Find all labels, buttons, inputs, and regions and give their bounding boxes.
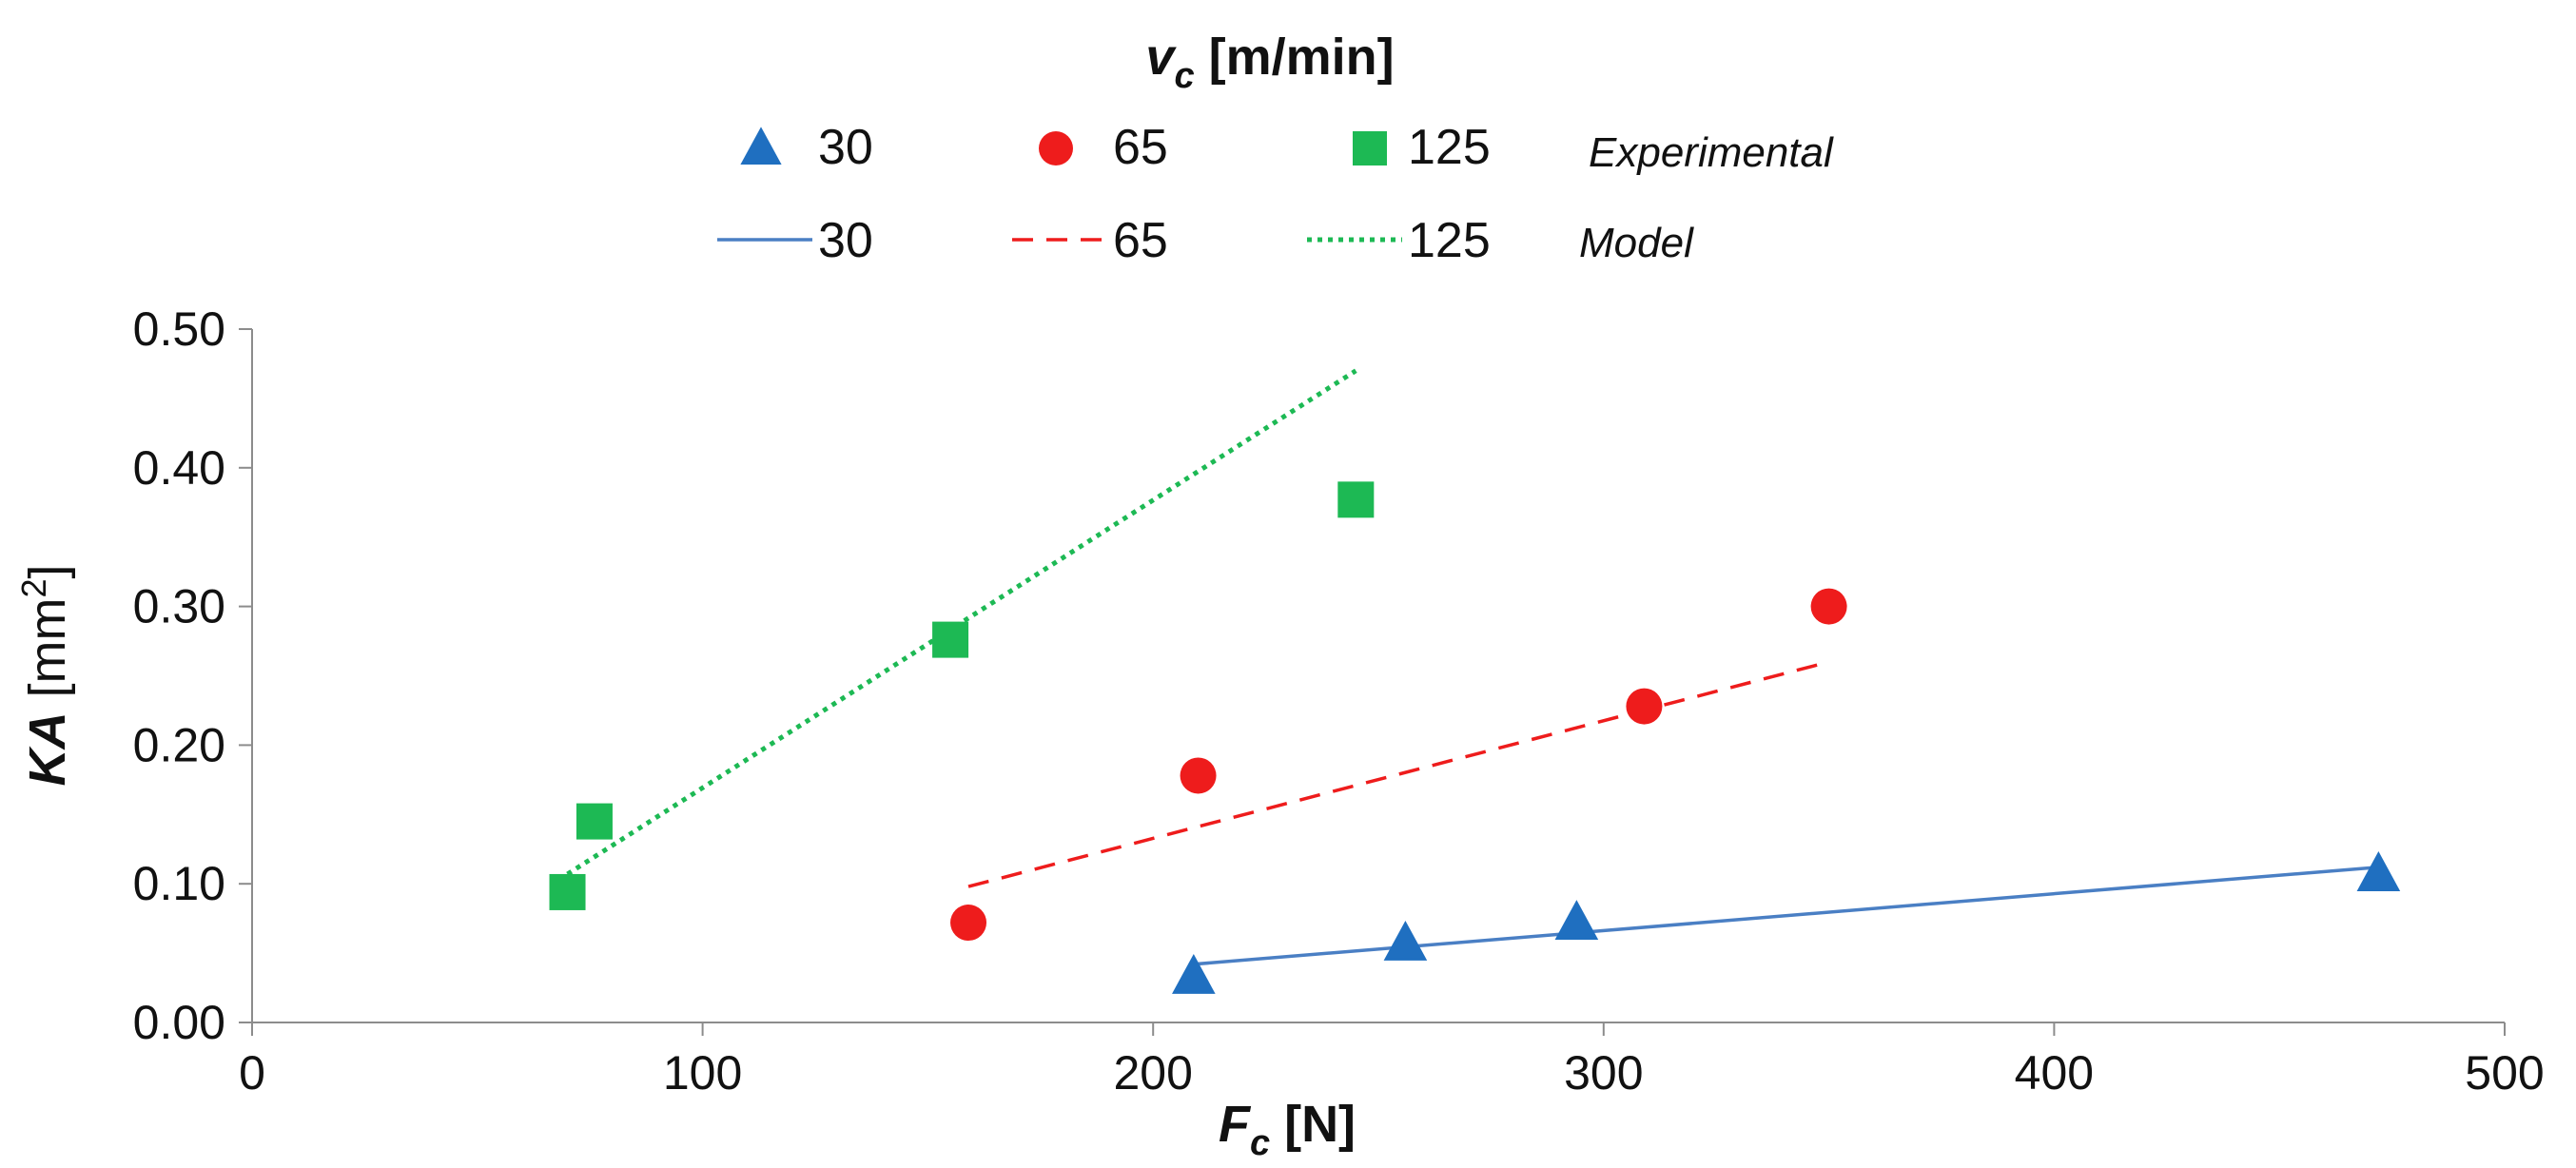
legend-caption-experimental: Experimental: [1589, 129, 1834, 176]
data-point-65: [1810, 588, 1847, 625]
data-point-65: [1626, 688, 1663, 725]
model-line-65: [967, 660, 1830, 888]
legend-label-experimental-30: 30: [818, 120, 873, 175]
data-point-125: [932, 621, 969, 658]
legend-caption-model: Model: [1579, 220, 1694, 266]
y-tick-label: 0.00: [133, 996, 225, 1049]
x-tick-label: 500: [2465, 1046, 2544, 1100]
x-axis-title: Fc [N]: [1219, 1096, 1356, 1163]
legend-marker-30: [740, 127, 782, 165]
y-axis-title: KA [mm2]: [14, 564, 76, 786]
data-point-65: [950, 905, 987, 942]
data-points: [549, 481, 2401, 994]
legend: 30 65 125 30 65 125: [717, 120, 1491, 268]
model-lines: [566, 368, 2379, 966]
legend-label-model-65: 65: [1113, 213, 1168, 268]
x-tick-label: 0: [239, 1046, 265, 1100]
legend-title: vc [m/min]: [1145, 29, 1394, 96]
axes: 0 100 200 300 400 500 0.00 0.10 0.20 0.30 0.40 0.50: [133, 302, 2545, 1100]
legend-label-model-30: 30: [818, 213, 873, 268]
y-tick-label: 0.50: [133, 302, 225, 356]
data-point-30: [2356, 851, 2401, 891]
legend-label-experimental-65: 65: [1113, 120, 1168, 175]
y-tick-label: 0.20: [133, 718, 225, 771]
x-tick-label: 100: [663, 1046, 742, 1100]
data-point-30: [1383, 920, 1428, 961]
legend-label-model-125: 125: [1408, 213, 1491, 268]
data-point-125: [1337, 481, 1375, 518]
model-line-30: [1193, 865, 2379, 966]
x-tick-label: 300: [1564, 1046, 1643, 1100]
data-point-125: [549, 873, 586, 910]
y-tick-label: 0.10: [133, 857, 225, 910]
legend-label-experimental-125: 125: [1408, 120, 1491, 175]
y-tick-label: 0.40: [133, 441, 225, 495]
data-point-125: [576, 803, 613, 840]
data-point-30: [1172, 953, 1216, 994]
data-point-65: [1180, 757, 1217, 794]
x-tick-label: 400: [2015, 1046, 2094, 1100]
legend-marker-125: [1353, 131, 1387, 165]
x-tick-label: 200: [1113, 1046, 1192, 1100]
legend-marker-65: [1039, 131, 1073, 165]
data-point-30: [1554, 900, 1599, 940]
y-tick-label: 0.30: [133, 580, 225, 633]
